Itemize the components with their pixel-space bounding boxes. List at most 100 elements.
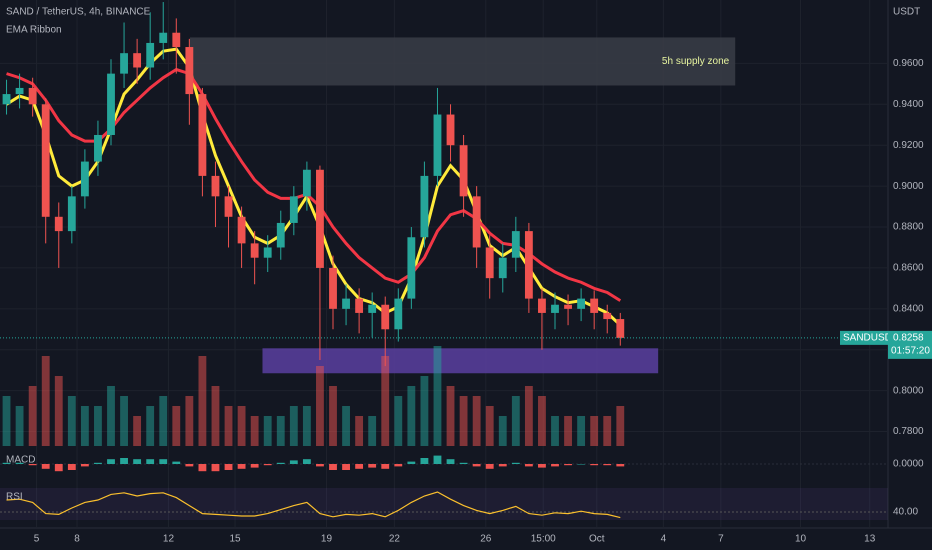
candle-body [250,243,259,258]
macd-bar [80,464,89,467]
macd-bar [146,459,155,464]
y-tick-label: 0.9600 [893,58,924,69]
volume-bar [120,396,128,446]
macd-bar [237,464,246,469]
macd-bar [551,464,559,467]
macd-bar [342,464,350,470]
candle-body [564,304,572,309]
candle-body [316,169,324,268]
volume-bar [616,406,625,446]
macd-bar [577,464,586,465]
macd-bar [224,464,233,470]
volume-bar [107,386,115,446]
candle-body [498,257,507,279]
candle-body [616,319,625,338]
macd-bar [316,464,324,467]
macd-bar [511,462,520,464]
candle-body [28,87,37,105]
macd-bar [185,464,194,467]
macd-bar [67,464,76,470]
x-tick-label: 4 [661,534,667,545]
candle-body [524,231,533,299]
volume-bar [28,386,37,446]
candle-body [159,32,168,43]
volume-bar [276,416,285,446]
candle-body [368,304,377,313]
candle-body [538,298,546,313]
volume-bar [15,406,24,446]
macd-bar [590,464,599,466]
x-tick-label: 22 [389,534,401,545]
macd-bar [107,459,115,464]
macd-bar [538,464,546,468]
macd-bar [446,459,455,464]
candle-body [2,94,11,105]
candle-body [67,196,76,232]
macd-bar [54,464,63,472]
candle-body [446,114,455,146]
x-tick-label: 7 [718,534,724,545]
volume-bar [94,406,102,446]
macd-bar [198,464,207,472]
volume-bar [289,406,298,446]
volume-bar [67,396,76,446]
macd-bar [289,460,298,464]
x-tick-label: 8 [74,534,80,545]
y-tick-label: 0.8600 [893,263,924,274]
x-tick-label: 13 [864,534,876,545]
candle-body [211,175,220,197]
volume-bar [577,416,586,446]
volume-bar [146,406,155,446]
candle-body [263,247,272,258]
macd-bar [2,462,11,464]
rsi-line [6,491,621,519]
price-box [888,330,932,359]
macd-bar [459,462,468,464]
chart-title: SAND / TetherUS, 4h, BINANCE [6,7,151,18]
volume-bar [41,356,50,446]
candle-body [15,87,24,95]
candle-body [603,312,612,320]
volume-bar [472,396,481,446]
symbol-box [840,330,888,345]
macd-bar [394,464,403,467]
macd-bar [94,462,102,464]
candle-body [54,216,63,232]
candle-body [551,304,559,313]
macd-bar [120,458,128,464]
candle-body [381,304,390,330]
macd-bar [211,464,220,472]
volume-bar [172,406,181,446]
x-tick-label: 26 [480,534,492,545]
macd-bar [355,464,364,469]
candle-body [433,114,442,176]
macd-bar [172,461,181,464]
macd-bar [524,464,533,467]
volume-bar [407,386,416,446]
volume-bar [511,396,520,446]
candle-body [172,32,181,48]
macd-bar [433,455,442,464]
candle-body [472,196,481,248]
countdown: 01:57:20 [891,346,930,357]
rsi-label: RSI [6,492,23,503]
candle-body [198,94,207,176]
macd-bar [381,464,390,469]
candle-body [485,247,494,279]
macd-bar [603,464,612,466]
volume-bar [459,396,468,446]
macd-bar [420,458,429,464]
macd-bar [368,464,377,468]
candle-body [146,42,155,68]
macd-bar [250,464,259,468]
candle-body [80,161,89,197]
macd-bar [329,464,337,470]
y-tick-label: 0.7800 [893,426,924,437]
candle-body [342,298,350,309]
macd-bar [302,459,311,464]
volume-bar [133,416,142,446]
volume-bar [237,406,246,446]
volume-bar [394,396,403,446]
x-tick-label: 12 [163,534,175,545]
volume-bar [54,376,63,446]
